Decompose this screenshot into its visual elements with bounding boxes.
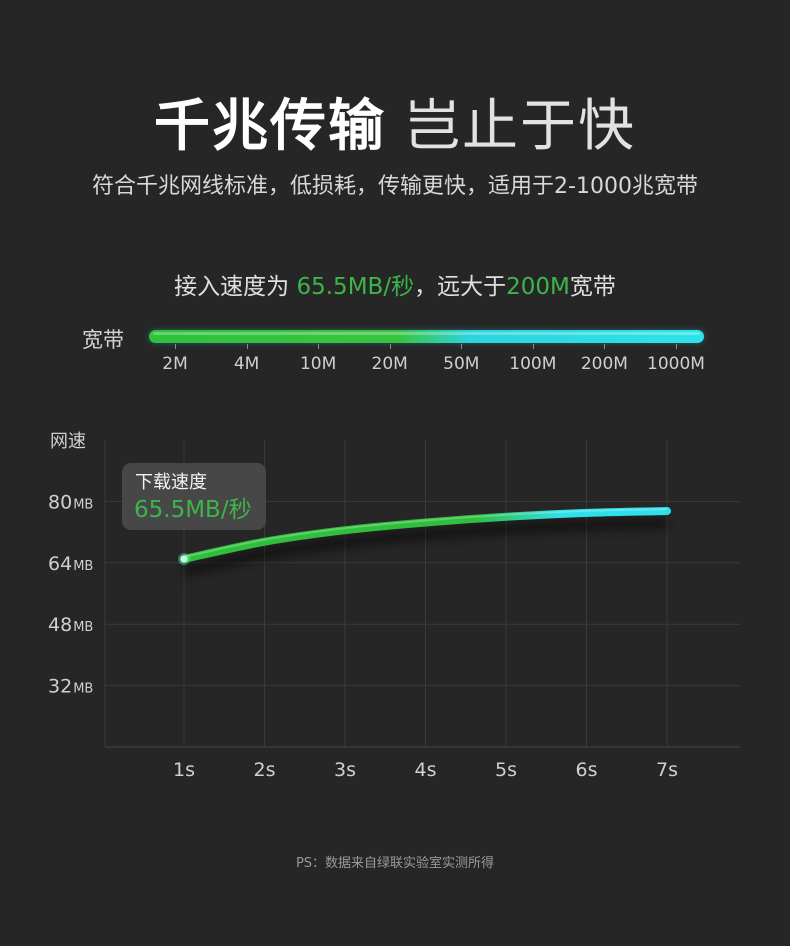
page-title: 千兆传输 岂止于快 xyxy=(0,92,790,162)
access-prefix: 接入速度为 xyxy=(174,274,297,300)
access-speed-line: 接入速度为 65.5MB/秒，远大于200M宽带 xyxy=(0,270,790,304)
y-tick-unit: MB xyxy=(73,497,93,512)
access-middle: ，远大于 xyxy=(414,274,507,300)
access-bandwidth-value: 200M xyxy=(506,274,570,300)
bandwidth-tick-mark xyxy=(246,344,248,349)
bandwidth-tick-mark xyxy=(532,344,534,349)
access-speed-value: 65.5MB/秒 xyxy=(296,274,415,300)
bandwidth-tick-label: 100M xyxy=(509,354,557,374)
bandwidth-tick-mark xyxy=(175,344,176,349)
bandwidth-ticks: 2M 4M 10M 20M 50M 100M 200M 1000M xyxy=(0,352,790,378)
subtitle: 符合千兆网线标准，低损耗，传输更快，适用于2-1000兆宽带 xyxy=(92,174,698,199)
y-tick-unit: MB xyxy=(73,620,93,635)
x-tick-label: 3s xyxy=(334,759,356,781)
series-line-shadow xyxy=(182,517,668,576)
y-tick-label: 80MB xyxy=(48,491,93,513)
y-tick-value: 32 xyxy=(48,676,72,698)
y-axis-title: 网速 xyxy=(50,431,86,452)
y-tick-label: 32MB xyxy=(48,676,93,698)
y-tick-unit: MB xyxy=(73,682,93,697)
y-tick-label: 48MB xyxy=(48,614,93,636)
bandwidth-tick-mark xyxy=(389,344,391,349)
x-tick-label: 1s xyxy=(173,759,195,781)
start-point-glow xyxy=(178,552,190,565)
y-tick-unit: MB xyxy=(73,559,93,574)
bandwidth-bar xyxy=(149,330,704,343)
bandwidth-tick-mark xyxy=(461,344,463,349)
title-light: 岂止于快 xyxy=(404,94,636,159)
bandwidth-tick-label: 2M xyxy=(162,354,188,374)
bandwidth-tick-label: 10M xyxy=(299,354,337,374)
y-tick-value: 48 xyxy=(48,614,72,636)
title-bold: 千兆传输 xyxy=(154,94,386,159)
x-tick-label: 2s xyxy=(254,759,276,781)
access-suffix: 宽带 xyxy=(569,274,616,300)
footnote: PS：数据来自绿联实验室实测所得 xyxy=(295,856,495,871)
tooltip-value: 65.5MB/秒 xyxy=(134,497,252,523)
x-tick-label: 5s xyxy=(495,759,517,781)
bandwidth-tick-mark xyxy=(318,344,320,349)
series-line-highlight xyxy=(183,507,668,558)
bandwidth-tick-label: 200M xyxy=(580,354,628,374)
bandwidth-label: 宽带 xyxy=(82,328,124,352)
bandwidth-tick-label: 4M xyxy=(233,354,260,374)
bandwidth-tick-label: 1000M xyxy=(647,354,705,374)
y-tick-label: 64MB xyxy=(48,553,93,575)
bandwidth-tick-label: 50M xyxy=(443,354,480,374)
bandwidth-tick-mark xyxy=(604,344,606,349)
data-point xyxy=(180,555,188,563)
bandwidth-tick-mark xyxy=(676,344,677,349)
y-tick-value: 80 xyxy=(48,491,72,513)
series-line xyxy=(180,506,671,563)
x-tick-label: 4s xyxy=(415,759,437,781)
x-tick-label: 7s xyxy=(656,759,678,781)
bandwidth-tick-label: 20M xyxy=(371,354,408,374)
y-tick-value: 64 xyxy=(48,553,72,575)
x-tick-label: 6s xyxy=(576,759,598,781)
download-speed-tooltip: 下载速度 65.5MB/秒 xyxy=(122,463,266,530)
tooltip-title: 下载速度 xyxy=(135,472,207,493)
